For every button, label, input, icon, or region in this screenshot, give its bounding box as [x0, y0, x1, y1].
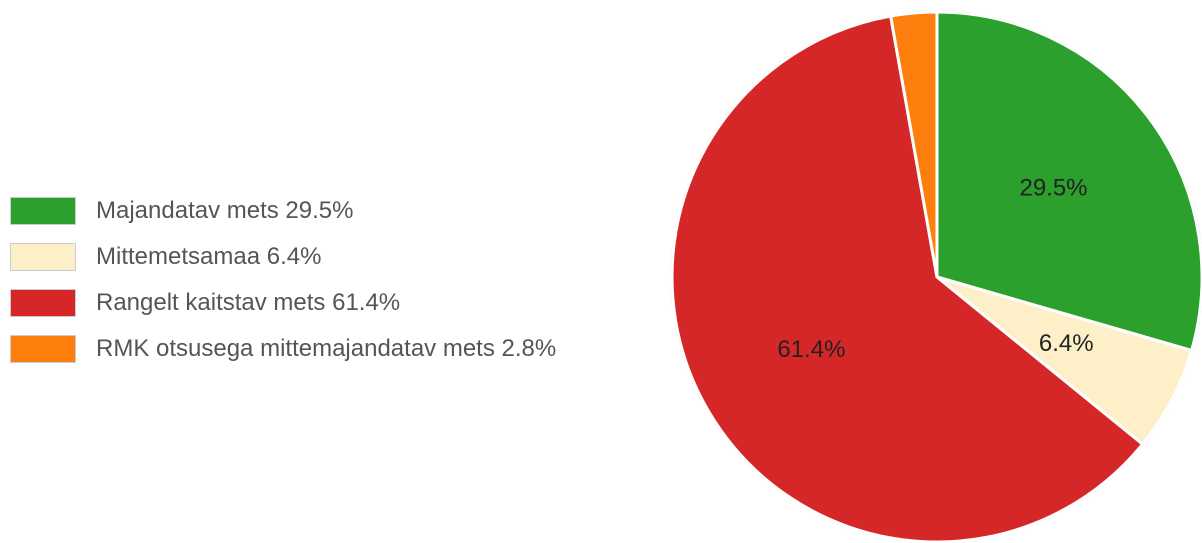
legend-swatch [10, 335, 76, 363]
pie-slice [670, 14, 1145, 543]
pie-slice [889, 10, 939, 279]
legend-swatch [10, 243, 76, 271]
legend-item: RMK otsusega mittemajandatav mets 2.8% [10, 326, 556, 372]
slice-value-label: 61.4% [777, 336, 845, 363]
legend-label: RMK otsusega mittemajandatav mets 2.8% [96, 335, 557, 362]
legend-item: Rangelt kaitstav mets 61.4% [10, 280, 556, 326]
slice-value-label: 29.5% [1019, 175, 1087, 202]
legend-swatch [10, 197, 76, 225]
slice-value-label: 6.4% [1039, 330, 1094, 357]
legend-label: Majandatav mets 29.5% [96, 197, 354, 224]
legend-item: Mittemetsamaa 6.4% [10, 234, 556, 280]
legend-swatch [10, 289, 76, 317]
legend-label: Mittemetsamaa 6.4% [96, 243, 322, 270]
legend-item: Majandatav mets 29.5% [10, 188, 556, 234]
legend-label: Rangelt kaitstav mets 61.4% [96, 289, 401, 316]
chart-legend: Majandatav mets 29.5% Mittemetsamaa 6.4% R… [10, 188, 556, 372]
